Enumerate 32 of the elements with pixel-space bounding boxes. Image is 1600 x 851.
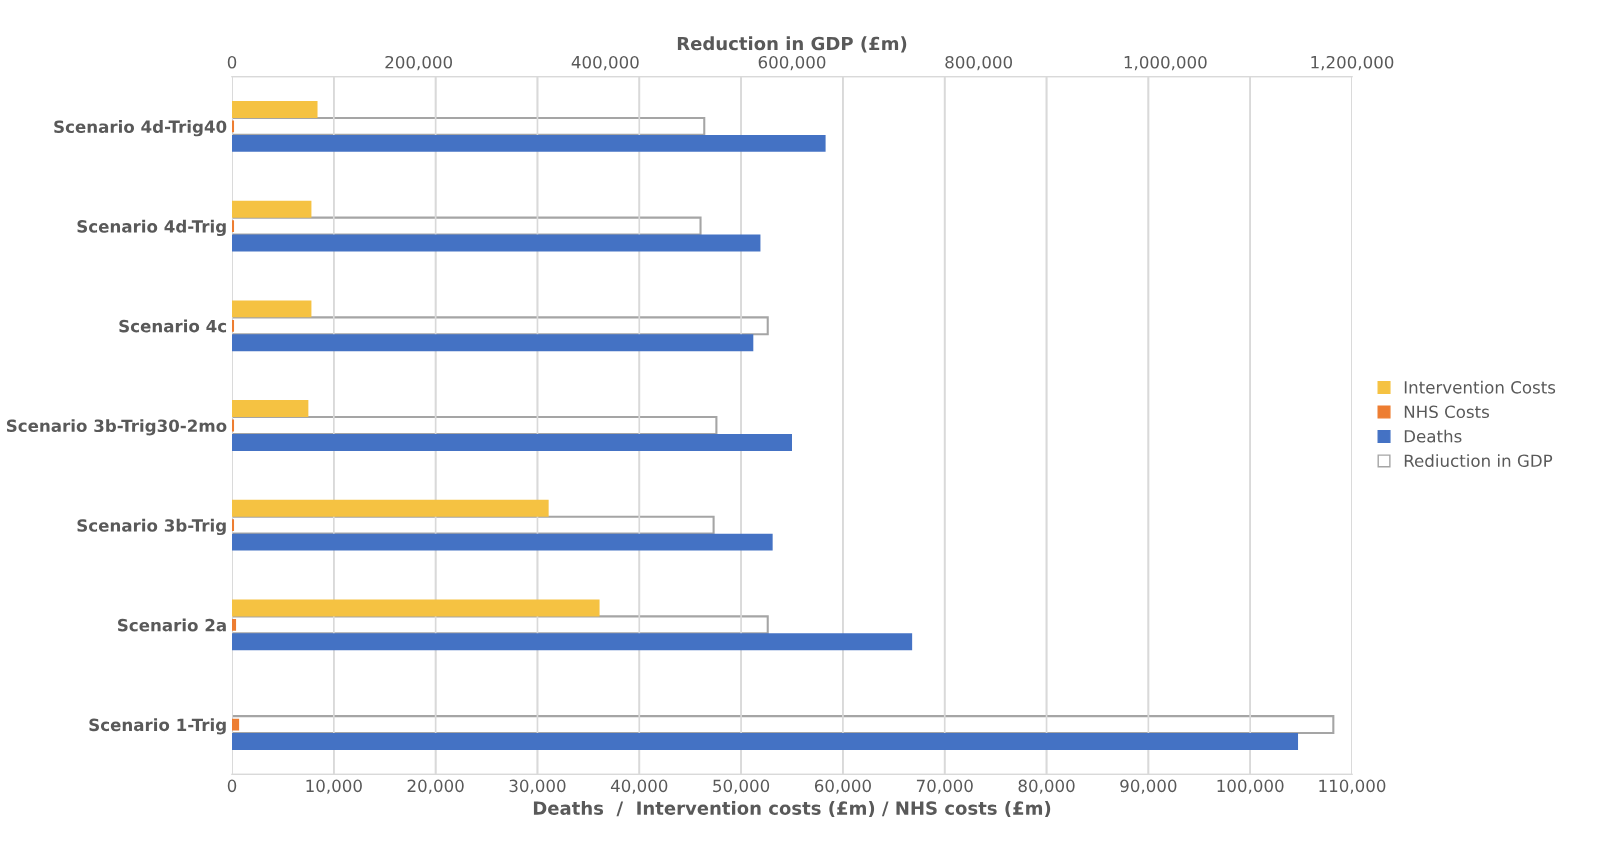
y-tick-label: Scenario 2a [118, 618, 226, 632]
x-tick-label: 10,000 [306, 779, 362, 794]
y-tick-label: Scenario 3b-Trig [77, 518, 226, 536]
x-tick-label: 90,000 [1120, 779, 1177, 794]
legend-label: Intervention Costs [1404, 380, 1556, 394]
y-tick-label: Scenario 4d-Trig40 [54, 120, 227, 137]
x2-tick-label: 400,000 [571, 55, 639, 71]
x2-tick-label: 1,000,000 [1124, 55, 1207, 71]
x-tick-label: 20,000 [407, 779, 464, 794]
x-tick-label: 50,000 [713, 779, 770, 794]
x-tick-label: 0 [227, 779, 237, 793]
x-tick-label: 30,000 [509, 779, 566, 794]
y-tick-label: Scenario 4d-Trig [77, 219, 226, 237]
y-tick-label: Scenario 1-Trig [89, 718, 226, 735]
x-tick-label: 60,000 [814, 779, 871, 794]
x-axis-title: Deaths / Intervention costs (£m) / NHS costs (£m) [533, 800, 1051, 818]
x2-tick-label: 600,000 [758, 55, 826, 71]
y-tick-label: Scenario 3b-Trig30-2mo [6, 419, 227, 436]
x-tick-label: 70,000 [916, 779, 973, 794]
y-tick-label: Scenario 4c [119, 319, 227, 333]
x-tick-label: 100,000 [1217, 779, 1284, 794]
x-tick-label: 40,000 [610, 779, 668, 794]
x2-tick-label: 0 [227, 55, 237, 69]
x2-tick-label: 1,200,000 [1311, 55, 1394, 71]
x2-tick-label: 800,000 [945, 55, 1013, 71]
legend-label: NHS Costs [1404, 405, 1489, 419]
x2-axis-title: Reduction in GDP (£m) [677, 36, 907, 53]
x2-tick-label: 200,000 [385, 55, 453, 71]
legend-label: Deaths [1404, 429, 1462, 443]
x-tick-label: 80,000 [1018, 779, 1075, 794]
x-tick-label: 110,000 [1319, 779, 1386, 794]
legend-label: Rediuction in GDP [1404, 454, 1553, 468]
